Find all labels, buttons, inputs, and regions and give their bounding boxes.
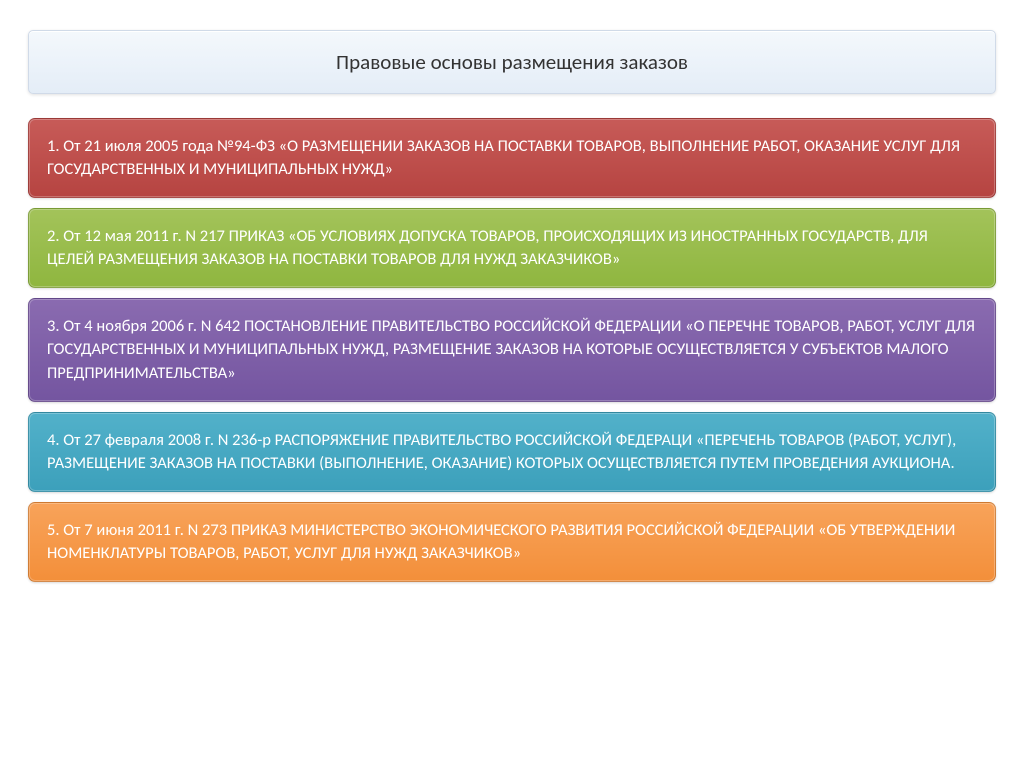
list-item: 2. От 12 мая 2011 г. N 217 ПРИКАЗ «ОБ УС… (28, 208, 996, 288)
list-item: 1. От 21 июля 2005 года №94-ФЗ «О РАЗМЕЩ… (28, 118, 996, 198)
list-item: 4. От 27 февраля 2008 г. N 236-р РАСПОРЯ… (28, 412, 996, 492)
list-item: 3. От 4 ноября 2006 г. N 642 ПОСТАНОВЛЕН… (28, 298, 996, 401)
list-item: 5. От 7 июня 2011 г. N 273 ПРИКАЗ МИНИСТ… (28, 502, 996, 582)
slide-title: Правовые основы размещения заказов (28, 30, 996, 94)
